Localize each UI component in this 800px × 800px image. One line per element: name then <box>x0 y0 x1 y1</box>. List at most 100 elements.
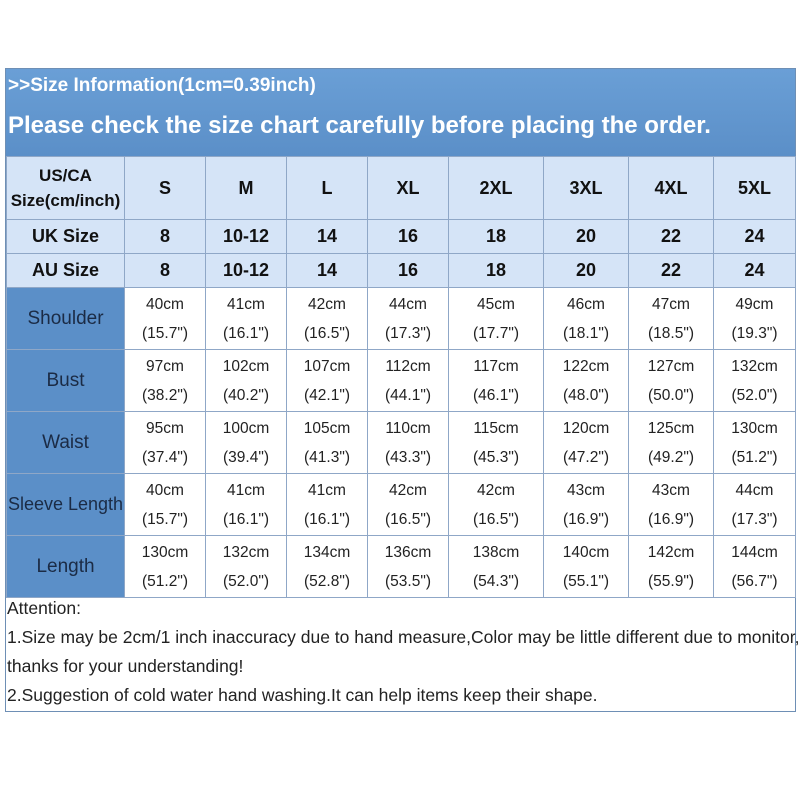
cm-value: 140cm <box>562 543 610 561</box>
size-chart-panel: >>Size Information(1cm=0.39inch) Please … <box>5 68 799 712</box>
inch-value: (45.3") <box>473 448 519 466</box>
cm-value: 127cm <box>647 357 695 375</box>
inch-value: (17.7") <box>473 324 519 342</box>
uk-size-cell: 10-12 <box>205 219 287 254</box>
measurement-row: Length 130cm (51.2") 132cm (52.0") 134cm (52.8… <box>6 535 796 598</box>
cm-value: 107cm <box>303 357 351 375</box>
cm-value: 40cm <box>146 481 184 499</box>
measurement-label: Bust <box>6 349 125 412</box>
inch-value: (16.5") <box>304 324 350 342</box>
au-size-cell: 22 <box>628 253 714 288</box>
cm-value: 112cm <box>385 357 431 375</box>
inch-value: (55.9") <box>648 572 694 590</box>
measurement-cell: 130cm (51.2") <box>124 535 206 598</box>
cm-value: 115cm <box>473 419 519 437</box>
measurement-cell: 42cm (16.5") <box>448 473 544 536</box>
inch-value: (54.3") <box>473 572 519 590</box>
size-cell: M <box>205 156 287 220</box>
inch-value: (51.2") <box>142 572 188 590</box>
measurement-cell: 47cm (18.5") <box>628 287 714 350</box>
measurement-row: Sleeve Length 40cm (15.7") 41cm (16.1") 41cm (… <box>6 473 796 536</box>
cm-value: 45cm <box>477 295 515 313</box>
uk-size-cell: 22 <box>628 219 714 254</box>
uk-size-cell: 8 <box>124 219 206 254</box>
size-cell: S <box>124 156 206 220</box>
inch-value: (41.3") <box>304 448 350 466</box>
measurement-cell: 44cm (17.3") <box>367 287 449 350</box>
measurement-cell: 142cm (55.9") <box>628 535 714 598</box>
measurement-cell: 102cm (40.2") <box>205 349 287 412</box>
inch-value: (46.1") <box>473 386 519 404</box>
measurement-cell: 107cm (42.1") <box>286 349 368 412</box>
measurement-cell: 41cm (16.1") <box>286 473 368 536</box>
inch-value: (44.1") <box>385 386 431 404</box>
size-info-banner: >>Size Information(1cm=0.39inch) Please … <box>6 69 795 156</box>
note-1-line-2: thanks for your understanding! <box>7 656 244 676</box>
measurement-row: Waist 95cm (37.4") 100cm (39.4") 105cm (41.3")… <box>6 411 796 474</box>
cm-value: 125cm <box>647 419 695 437</box>
measurement-cell: 42cm (16.5") <box>286 287 368 350</box>
measurement-cell: 97cm (38.2") <box>124 349 206 412</box>
au-size-cell: 10-12 <box>205 253 287 288</box>
measurement-cell: 138cm (54.3") <box>448 535 544 598</box>
au-size-cell: 24 <box>713 253 796 288</box>
cm-value: 44cm <box>735 481 774 499</box>
measurement-cell: 132cm (52.0") <box>205 535 287 598</box>
uk-size-cell: 20 <box>543 219 629 254</box>
cm-value: 43cm <box>652 481 690 499</box>
measurement-cell: 117cm (46.1") <box>448 349 544 412</box>
inch-value: (38.2") <box>142 386 188 404</box>
size-label-cell: US/CA Size(cm/inch) <box>6 156 125 220</box>
cm-value: 97cm <box>146 357 184 375</box>
inch-value: (56.7") <box>731 572 778 590</box>
size-cell: 3XL <box>543 156 629 220</box>
size-cell: XL <box>367 156 449 220</box>
cm-value: 110cm <box>385 419 431 437</box>
inch-value: (52.0") <box>223 572 269 590</box>
inch-value: (52.8") <box>304 572 350 590</box>
cm-value: 132cm <box>731 357 778 375</box>
measurement-cell: 122cm (48.0") <box>543 349 629 412</box>
size-header-row: US/CA Size(cm/inch) S M L XL 2XL 3XL 4XL… <box>6 156 796 220</box>
measurement-label: Waist <box>6 411 125 474</box>
cm-value: 41cm <box>308 481 346 499</box>
measurement-cell: 144cm (56.7") <box>713 535 796 598</box>
cm-value: 122cm <box>562 357 610 375</box>
cm-value: 120cm <box>562 419 610 437</box>
cm-value: 144cm <box>731 543 778 561</box>
au-size-cell: 20 <box>543 253 629 288</box>
measurement-cell: 41cm (16.1") <box>205 473 287 536</box>
attention-notes: Attention: 1.Size may be 2cm/1 inch inac… <box>6 594 799 711</box>
measurement-label: Sleeve Length <box>6 473 125 536</box>
inch-value: (43.3") <box>385 448 431 466</box>
measurement-cell: 45cm (17.7") <box>448 287 544 350</box>
size-cell: 2XL <box>448 156 544 220</box>
uk-size-cell: 18 <box>448 219 544 254</box>
measurement-cell: 132cm (52.0") <box>713 349 796 412</box>
measurement-cell: 43cm (16.9") <box>628 473 714 536</box>
inch-value: (18.1") <box>563 324 609 342</box>
size-chart-notice: Please check the size chart carefully be… <box>8 112 711 139</box>
measurement-cell: 125cm (49.2") <box>628 411 714 474</box>
measurement-cell: 110cm (43.3") <box>367 411 449 474</box>
cm-value: 42cm <box>389 481 427 499</box>
inch-value: (17.3") <box>731 510 778 528</box>
cm-value: 142cm <box>647 543 695 561</box>
inch-value: (40.2") <box>223 386 269 404</box>
measurement-cell: 136cm (53.5") <box>367 535 449 598</box>
size-cell: 5XL <box>713 156 796 220</box>
measurement-cell: 46cm (18.1") <box>543 287 629 350</box>
uk-size-cell: 24 <box>713 219 796 254</box>
uk-size-row: UK Size 8 10-12 14 16 18 20 22 24 <box>6 219 796 254</box>
measurement-cell: 120cm (47.2") <box>543 411 629 474</box>
measurement-label: Shoulder <box>6 287 125 350</box>
inch-value: (42.1") <box>304 386 350 404</box>
size-label-line2: Size(cm/inch) <box>10 191 121 210</box>
cm-value: 130cm <box>731 419 778 437</box>
inch-value: (18.5") <box>648 324 694 342</box>
inch-value: (48.0") <box>563 386 609 404</box>
measurement-cell: 127cm (50.0") <box>628 349 714 412</box>
measurement-cell: 140cm (55.1") <box>543 535 629 598</box>
cm-value: 105cm <box>303 419 351 437</box>
measurement-cell: 44cm (17.3") <box>713 473 796 536</box>
